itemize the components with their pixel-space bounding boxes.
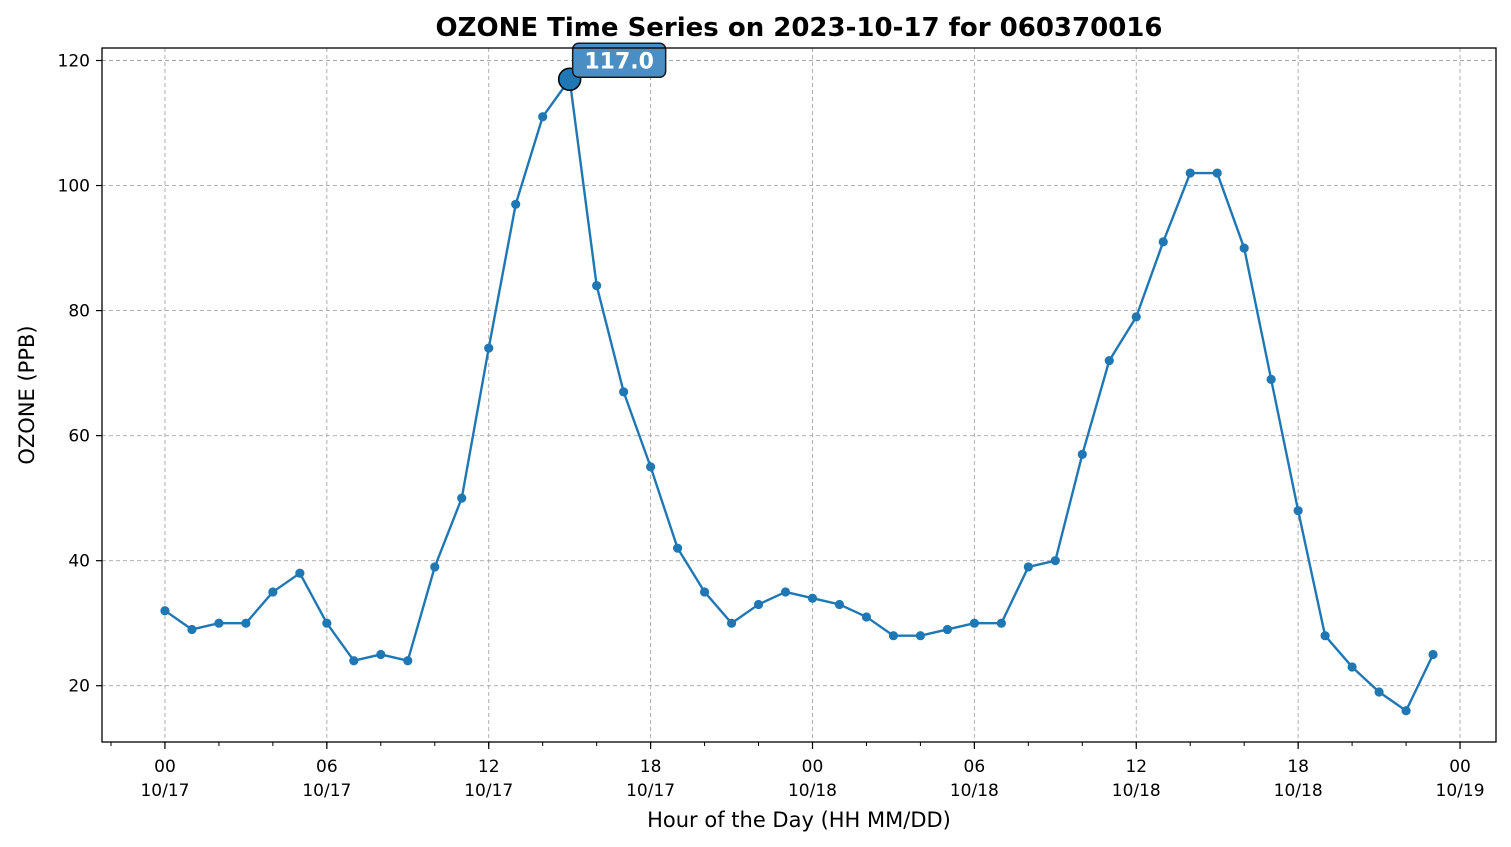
x-axis-label: Hour of the Day (HH MM/DD) (647, 808, 951, 832)
data-point (1374, 687, 1384, 697)
series-line (164, 78, 1435, 712)
data-point (241, 618, 251, 628)
data-point (969, 618, 979, 628)
x-tick-label-hour: 06 (316, 757, 338, 777)
data-point (1023, 562, 1033, 572)
x-tick-label-hour: 18 (1287, 757, 1309, 777)
y-tick-label: 40 (68, 552, 90, 572)
data-point (834, 599, 845, 610)
x-tick-label-hour: 00 (1449, 757, 1471, 777)
y-tick-label: 20 (68, 677, 90, 697)
data-point (1131, 312, 1141, 322)
data-point (1077, 449, 1087, 459)
data-point (915, 631, 926, 641)
x-tick-label-hour: 12 (478, 757, 500, 777)
data-point (457, 493, 467, 503)
data-point (322, 618, 332, 628)
x-tick-label-date: 10/17 (140, 781, 189, 801)
data-point (1185, 168, 1195, 178)
data-point (888, 631, 899, 641)
data-point (753, 599, 764, 610)
data-point (996, 618, 1006, 628)
chart-title: OZONE Time Series on 2023-10-17 for 0603… (436, 13, 1163, 43)
data-point (592, 280, 602, 291)
y-axis-ticks: 20 40 60 80 100 120 (58, 52, 102, 697)
data-point (1293, 506, 1303, 516)
y-tick-label: 60 (68, 427, 90, 447)
data-point (1050, 556, 1060, 566)
data-point (214, 618, 224, 628)
x-tick-label-date: 10/18 (1112, 781, 1161, 801)
annotation-layer: 117.0 (557, 42, 667, 92)
y-axis-label: OZONE (PPB) (15, 325, 39, 464)
data-point (726, 618, 737, 628)
data-point (1428, 649, 1438, 660)
data-point (1239, 243, 1249, 253)
x-tick-label-date: 10/18 (788, 781, 837, 801)
x-tick-label-date: 10/19 (1436, 781, 1485, 801)
data-point (1266, 374, 1276, 384)
x-tick-label-date: 10/17 (302, 781, 351, 801)
x-tick-label-date: 10/17 (626, 781, 675, 801)
data-point (538, 112, 548, 122)
peak-label-box (571, 42, 667, 79)
data-point (861, 612, 872, 622)
data-point (1158, 237, 1168, 247)
data-point (1104, 356, 1114, 366)
x-tick-label-hour: 12 (1125, 757, 1147, 777)
y-tick-label: 100 (58, 177, 90, 197)
x-tick-label-hour: 18 (640, 757, 662, 777)
x-tick-label-hour: 00 (802, 757, 824, 777)
data-point (699, 587, 710, 597)
data-point (646, 462, 656, 472)
data-point (430, 562, 440, 572)
x-axis-ticks: 00 10/17 06 10/17 12 10/17 18 10/17 00 10/18 06 10/… (110, 742, 1485, 801)
x-tick-label-date: 10/17 (464, 781, 513, 801)
series-layer (160, 74, 1438, 716)
x-tick-label-hour: 00 (154, 757, 176, 777)
grid (102, 48, 1496, 742)
data-point (807, 593, 818, 603)
data-point (349, 656, 359, 666)
x-tick-label-hour: 06 (964, 757, 986, 777)
data-point (619, 387, 629, 397)
x-tick-label-date: 10/18 (1274, 781, 1323, 801)
data-point (268, 587, 278, 597)
data-point (1212, 168, 1222, 178)
data-point (403, 656, 413, 666)
data-point (780, 587, 791, 597)
plot-frame (101, 47, 1497, 743)
data-point (160, 606, 170, 616)
data-point (187, 624, 197, 635)
x-tick-label-date: 10/18 (950, 781, 999, 801)
data-point (295, 568, 305, 578)
data-point (1347, 662, 1357, 672)
data-point (511, 199, 521, 209)
y-tick-label: 80 (68, 302, 90, 322)
data-point (376, 649, 386, 660)
data-point (672, 543, 683, 553)
data-point (484, 343, 494, 353)
data-point (1401, 706, 1411, 716)
data-point (1320, 631, 1330, 641)
y-tick-label: 120 (58, 52, 90, 72)
peak-label: 117.0 (584, 49, 654, 74)
data-point (942, 624, 952, 635)
